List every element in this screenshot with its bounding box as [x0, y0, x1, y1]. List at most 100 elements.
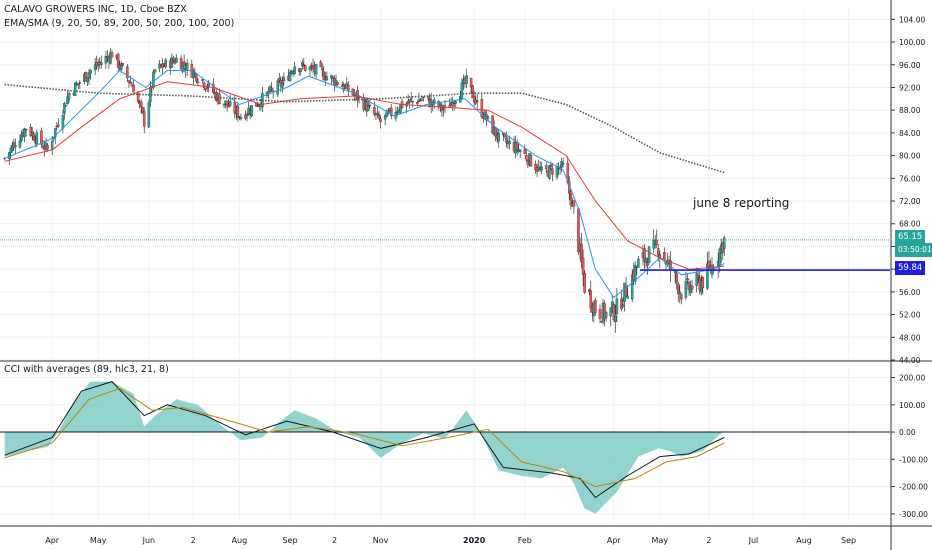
candle-body: [505, 137, 508, 143]
candle-body: [32, 133, 36, 141]
candle-body: [690, 286, 694, 290]
candle-body: [572, 200, 576, 207]
candle-body: [93, 64, 97, 71]
x-tick-label: Sep: [282, 536, 297, 545]
countdown-label: 03:50:01: [895, 243, 932, 257]
candle-body: [420, 99, 424, 101]
candle-body: [695, 273, 698, 286]
candle-body: [408, 99, 411, 103]
candle-body: [581, 257, 585, 275]
candle-body: [673, 271, 677, 273]
candle-body: [614, 315, 617, 322]
candle-body: [181, 62, 184, 72]
candle-body: [109, 52, 112, 64]
price-tick-label: 96.00: [899, 61, 921, 70]
candle-body: [153, 69, 157, 72]
candle-body: [77, 83, 80, 85]
last-price-label: 65.15: [895, 230, 926, 244]
candle-body: [64, 105, 68, 107]
candle-body: [325, 76, 329, 81]
candle-body: [475, 100, 479, 103]
candle-body: [278, 78, 281, 82]
cci-tick-label: 200.00: [899, 374, 925, 383]
candle-body: [433, 99, 436, 103]
candle-body: [465, 75, 468, 84]
cci-axis: 200.00 100.00 0.00 -100.00 -200.00 -300.00: [891, 374, 928, 519]
candle-body: [696, 275, 700, 278]
candle-body: [518, 150, 522, 152]
x-tick-label: Feb: [518, 536, 532, 545]
candle-body: [129, 81, 132, 84]
candle-body: [293, 66, 296, 74]
candle-body: [84, 71, 88, 81]
candle-body: [422, 96, 425, 98]
x-tick-label: 2: [332, 536, 337, 545]
candle-body: [626, 295, 629, 299]
candle-body: [390, 107, 393, 116]
candle-body: [288, 72, 292, 81]
x-tick-label: Aug: [796, 536, 812, 545]
candle-body: [281, 82, 284, 88]
x-tick-label: 2020: [463, 536, 486, 545]
price-tick-label: 100.00: [899, 38, 925, 47]
candle-body: [609, 307, 612, 317]
candle-body: [236, 105, 240, 118]
price-tick-label: 68.00: [899, 220, 921, 229]
candle-body: [634, 265, 637, 282]
candle-body: [139, 101, 143, 108]
candle-body: [480, 99, 484, 118]
candle-body: [383, 114, 387, 120]
price-tick-label: 48.00: [899, 333, 921, 342]
candle-body: [367, 104, 370, 111]
candle-body: [637, 258, 640, 268]
candle-body: [598, 309, 602, 319]
candle-body: [302, 64, 306, 66]
candle-body: [314, 64, 318, 75]
candle-body: [545, 165, 548, 170]
candle-body: [100, 62, 103, 66]
cci-legend: CCI with averages (89, hlc3, 21, 8): [4, 364, 169, 375]
candle-body: [494, 128, 497, 137]
price-axis: 104.00 100.00 96.00 92.00 88.00 84.00 80.00 76.…: [891, 15, 925, 365]
candle-body: [411, 101, 415, 103]
candle-body: [675, 273, 678, 283]
candle-body: [676, 283, 680, 295]
candle-body: [678, 291, 682, 294]
candle-body: [377, 114, 381, 119]
candle-body: [46, 145, 49, 150]
candle-body: [646, 262, 649, 266]
candle-body: [63, 103, 66, 114]
candle-body: [61, 115, 65, 129]
candle-body: [40, 130, 43, 145]
candle-body: [540, 166, 543, 171]
x-tick-label: 2: [191, 536, 196, 545]
candle-body: [271, 90, 275, 92]
candle-body: [560, 161, 563, 168]
candle-body: [192, 70, 195, 79]
candle-body: [132, 84, 135, 93]
candle-body: [460, 82, 464, 99]
candle-body: [67, 93, 71, 100]
candle-body: [322, 71, 326, 80]
x-axis: Apr May Jun 2 Aug Sep 2 Nov 2020 Feb Apr May 2 Jul Aug…: [45, 8, 856, 545]
candle-body: [486, 116, 490, 119]
candle-body: [534, 164, 537, 171]
candle-body: [589, 290, 593, 309]
candle-body: [87, 72, 91, 79]
candle-body: [379, 118, 382, 122]
candle-body: [308, 66, 312, 71]
cci-tick-label: -200.00: [899, 483, 928, 492]
candle-body: [18, 140, 22, 148]
candle-body: [373, 107, 376, 115]
candle-body: [529, 155, 533, 167]
cci-tick-label: -300.00: [899, 510, 928, 519]
candle-body: [152, 71, 155, 88]
candle-body: [14, 145, 17, 148]
price-grid: [0, 18, 890, 361]
ma-line-1: [4, 69, 725, 299]
candle-body: [319, 61, 322, 67]
candle-body: [158, 63, 161, 69]
candle-body: [95, 62, 98, 67]
candle-body: [228, 101, 232, 106]
candle-body: [86, 77, 89, 82]
